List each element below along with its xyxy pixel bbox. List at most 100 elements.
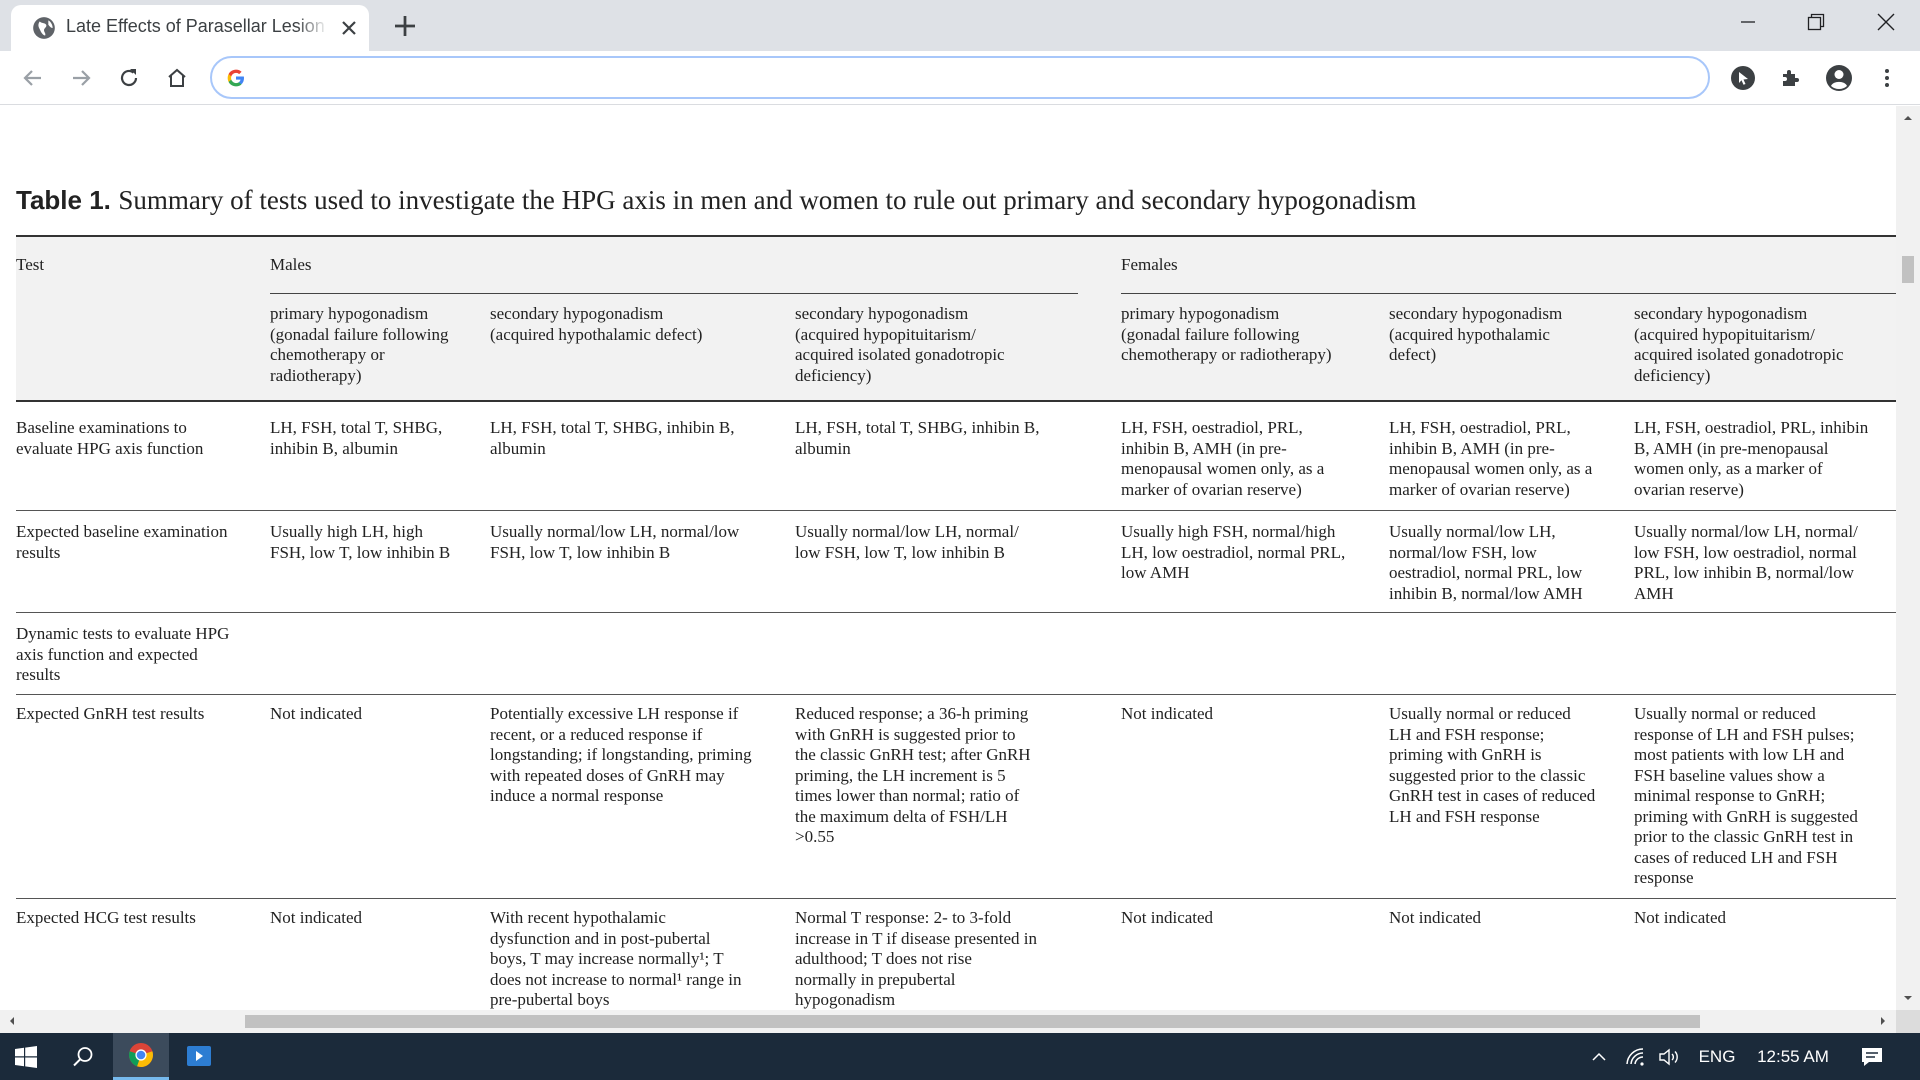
cell-line: the maximum delta of FSH/LH [795,806,1008,826]
back-button[interactable] [16,61,50,95]
profile-button[interactable] [1822,61,1856,95]
cell-line: inhibin B, AMH (in pre- [1389,438,1555,458]
row-label: Expected baseline examination results [16,522,227,563]
vertical-scroll-thumb[interactable] [1902,256,1914,283]
table-cell: Not indicated [1121,704,1213,725]
cell-line: primary hypogonadism [1121,304,1280,323]
cell-line: hypogonadism [795,990,896,1009]
table-top-rule [16,235,1896,237]
table-cell: With recent hypothalamic dysfunction and … [490,908,742,1010]
menu-icon [1885,69,1889,87]
cell-line: secondary hypogonadism [1389,304,1563,323]
cell-line: secondary hypogonadism [795,304,969,323]
close-window-button[interactable] [1858,0,1914,44]
forward-button[interactable] [64,61,98,95]
cell-line: suggested prior to the classic [1389,765,1586,785]
cell-line: ovarian reserve) [1634,479,1744,499]
minimize-button[interactable] [1720,0,1776,44]
extension-button[interactable] [1726,61,1760,95]
cell-line: chemotherapy or radiotherapy) [1121,345,1332,364]
address-input[interactable] [264,64,1684,92]
action-center-button[interactable] [1852,1033,1892,1080]
row-label: Expected GnRH test results [16,704,204,725]
cell-line: LH, FSH, oestradiol, PRL, [1121,418,1303,437]
show-hidden-icons-button[interactable] [1584,1033,1614,1080]
cell-line: times lower than normal; ratio of [795,786,1020,805]
cell-line: results [16,542,61,562]
taskbar-media-app[interactable] [172,1033,226,1080]
cell-line: Usually high LH, high [270,522,423,541]
globe-icon [33,17,55,39]
browser-tab[interactable]: Late Effects of Parasellar Lesion Treatm… [11,5,369,51]
clock-time: 12:55 AM [1757,1046,1829,1066]
cell-line: inhibin B, AMH (in pre- [1121,438,1287,458]
cell-line: Usually normal/low LH, [1389,522,1556,541]
cell-line: low FSH, low T, low inhibin B [795,542,1006,562]
table-cell: Usually normal/low LH, normal/low FSH, l… [795,522,1019,563]
scroll-down-arrow-icon[interactable] [1903,993,1913,1003]
row-label: Dynamic tests to evaluate HPG axis functi… [16,624,229,686]
extensions-button[interactable] [1774,61,1808,95]
restore-button[interactable] [1788,0,1844,44]
vertical-scrollbar[interactable] [1896,106,1920,1010]
cell-line: AMH [1634,583,1674,603]
cell-line: LH, FSH, total T, SHBG, [270,418,443,437]
clock[interactable]: 12:55 AM [1750,1033,1836,1080]
close-icon[interactable] [337,16,361,40]
network-button[interactable] [1621,1033,1651,1080]
scroll-left-arrow-icon[interactable] [7,1016,17,1026]
cell-line: radiotherapy) [270,365,362,385]
cell-line: longstanding; if longstanding, priming [490,745,752,764]
subheader-cell: secondary hypogonadism (acquired hypopitu… [795,304,1005,386]
cell-line: (acquired hypopituitarism/ [1634,324,1815,344]
header-females: Females [1121,255,1178,274]
cell-line: LH and FSH response [1389,806,1540,826]
cell-line: B, AMH (in pre-menopausal [1634,438,1829,458]
cell-line: the classic GnRH test; after GnRH [795,745,1031,764]
forward-icon [73,70,91,86]
table-cell: LH, FSH, total T, SHBG, inhibin B, albumi… [270,418,442,459]
tab-title: Late Effects of Parasellar Lesion Treatm… [66,16,328,36]
table-cell: Potentially excessive LH response if rece… [490,704,752,807]
taskbar-chrome[interactable] [113,1033,169,1080]
header-males: Males [270,255,312,274]
table-cell: Usually high FSH, normal/high LH, low oes… [1121,522,1345,584]
cell-line: axis function and expected [16,644,198,664]
cell-line: (gonadal failure following [1121,324,1300,344]
cell-line: LH, FSH, total T, SHBG, inhibin B, [490,418,735,437]
subheader-cell: primary hypogonadism (gonadal failure fol… [270,304,448,386]
cell-line: Dynamic tests to evaluate HPG [16,624,230,643]
scroll-right-arrow-icon[interactable] [1878,1016,1888,1026]
table-cell: Usually normal/low LH, normal/low FSH, lo… [1389,522,1583,604]
scrollbar-corner [1896,1010,1920,1033]
cell-line: adulthood; T does not rise [795,949,972,968]
cell-line: deficiency) [1634,365,1711,385]
start-button[interactable] [0,1033,52,1080]
cell-line: Expected baseline examination [16,522,228,541]
horizontal-scrollbar[interactable] [0,1010,1896,1033]
cell-line: LH and FSH response; [1389,724,1545,744]
cell-line: does not increase to normal¹ range in [490,969,742,989]
table-cell: Not indicated [1121,908,1213,929]
cell-line: recent, or a reduced response if [490,724,703,744]
table-cell: LH, FSH, total T, SHBG, inhibin B, albumi… [490,418,734,459]
cell-line: primary hypogonadism [270,304,429,323]
plus-icon[interactable] [390,11,420,41]
cell-line: boys, T may increase normally¹; T [490,949,724,968]
scroll-up-arrow-icon[interactable] [1903,113,1913,123]
cell-line: response of LH and FSH pulses; [1634,724,1855,744]
table-cell: Usually normal or reduced LH and FSH resp… [1389,704,1595,827]
horizontal-scroll-thumb[interactable] [245,1015,1700,1028]
input-language-button[interactable]: ENG [1694,1033,1740,1080]
cell-line: priming with GnRH is [1389,745,1542,764]
menu-button[interactable] [1870,61,1904,95]
reload-button[interactable] [112,61,146,95]
search-button[interactable] [60,1033,106,1080]
cell-line: oestradiol, normal PRL, low [1389,563,1583,582]
browser-toolbar [0,51,1920,105]
volume-button[interactable] [1655,1033,1685,1080]
address-bar[interactable] [210,56,1710,99]
table-cell: Usually normal/low LH, normal/low FSH, l… [1634,522,1858,604]
cell-line: chemotherapy or [270,345,385,364]
home-button[interactable] [160,61,194,95]
